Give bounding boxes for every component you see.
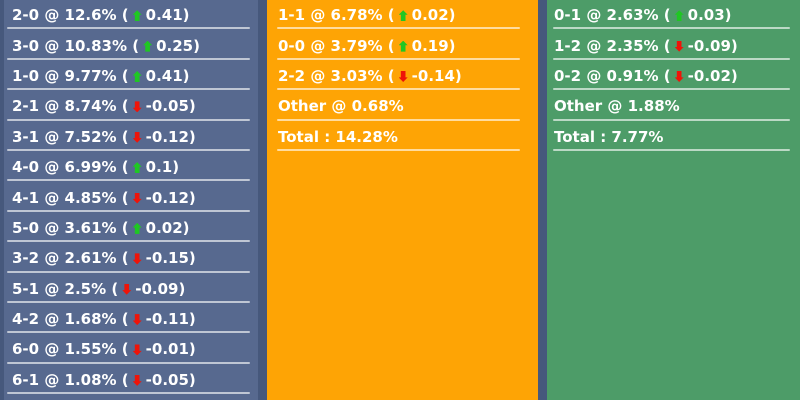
probability-change: 0.41) — [145, 66, 190, 85]
probability-change: 0.1) — [145, 158, 180, 177]
score-row: 4-1 @ 4.85% ( -0.12) — [4, 182, 258, 213]
score-row: 3-0 @ 10.83% ( 0.25) — [4, 30, 258, 61]
row-label: Other @ 0.68% — [278, 97, 404, 116]
score-row: 1-1 @ 6.78% ( 0.02) — [267, 0, 538, 30]
probability-change: -0.15) — [145, 249, 196, 268]
score-and-probability: 5-1 @ 2.5% ( — [12, 279, 119, 298]
score-row: 6-1 @ 1.08% ( -0.05) — [4, 365, 258, 395]
probability-change: -0.14) — [411, 66, 462, 85]
down-arrow-icon — [122, 283, 132, 295]
probability-change: -0.12) — [145, 188, 196, 207]
up-arrow-icon — [132, 162, 142, 174]
total-row: Total : 7.77% — [547, 122, 800, 152]
score-row: 2-0 @ 12.6% ( 0.41) — [4, 0, 258, 30]
up-arrow-icon — [132, 222, 142, 234]
score-and-probability: 5-0 @ 3.61% ( — [12, 218, 129, 237]
probability-change: 0.02) — [411, 6, 456, 25]
up-arrow-icon — [132, 10, 142, 22]
score-and-probability: 4-0 @ 6.99% ( — [12, 158, 129, 177]
down-arrow-icon — [132, 344, 142, 356]
probability-change: -0.01) — [145, 340, 196, 359]
probability-change: -0.02) — [687, 66, 738, 85]
score-and-probability: 2-0 @ 12.6% ( — [12, 6, 129, 25]
probability-change: -0.09) — [135, 279, 186, 298]
score-row: 4-2 @ 1.68% ( -0.11) — [4, 304, 258, 334]
score-and-probability: 2-2 @ 3.03% ( — [278, 66, 395, 85]
probability-change: 0.03) — [687, 6, 732, 25]
score-row: 1-2 @ 2.35% ( -0.09) — [547, 30, 800, 61]
probability-change: -0.11) — [145, 310, 196, 329]
score-and-probability: 3-1 @ 7.52% ( — [12, 127, 129, 146]
probability-change: 0.02) — [145, 218, 190, 237]
score-and-probability: 1-1 @ 6.78% ( — [278, 6, 395, 25]
down-arrow-icon — [398, 70, 408, 82]
score-and-probability: 2-1 @ 8.74% ( — [12, 97, 129, 116]
score-and-probability: 6-0 @ 1.55% ( — [12, 340, 129, 359]
score-and-probability: 1-2 @ 2.35% ( — [554, 36, 671, 55]
score-and-probability: 1-0 @ 9.77% ( — [12, 66, 129, 85]
probability-change: 0.41) — [145, 6, 190, 25]
score-and-probability: 0-1 @ 2.63% ( — [554, 6, 671, 25]
score-row: 2-1 @ 8.74% ( -0.05) — [4, 91, 258, 121]
down-arrow-icon — [132, 131, 142, 143]
down-arrow-icon — [132, 253, 142, 265]
score-and-probability: 3-0 @ 10.83% ( — [12, 36, 140, 55]
score-row: 4-0 @ 6.99% ( 0.1) — [4, 152, 258, 182]
row-label: Total : 14.28% — [278, 127, 398, 146]
home-scores-panel: 2-0 @ 12.6% ( 0.41) 3-0 @ 10.83% ( 0.25) 1-0… — [4, 0, 258, 400]
score-and-probability: 4-2 @ 1.68% ( — [12, 310, 129, 329]
score-and-probability: 6-1 @ 1.08% ( — [12, 370, 129, 389]
probability-change: 0.19) — [411, 36, 456, 55]
down-arrow-icon — [132, 374, 142, 386]
score-row: 5-0 @ 3.61% ( 0.02) — [4, 213, 258, 243]
up-arrow-icon — [398, 10, 408, 22]
down-arrow-icon — [132, 101, 142, 113]
score-row: 0-0 @ 3.79% ( 0.19) — [267, 30, 538, 61]
draw-scores-panel: 1-1 @ 6.78% ( 0.02) 0-0 @ 3.79% ( 0.19) 2-2 … — [267, 0, 538, 400]
probability-change: -0.09) — [687, 36, 738, 55]
score-row: 3-2 @ 2.61% ( -0.15) — [4, 243, 258, 273]
up-arrow-icon — [674, 10, 684, 22]
up-arrow-icon — [398, 40, 408, 52]
score-and-probability: 4-1 @ 4.85% ( — [12, 188, 129, 207]
row-label: Other @ 1.88% — [554, 97, 680, 116]
score-row: 5-1 @ 2.5% ( -0.09) — [4, 274, 258, 304]
up-arrow-icon — [143, 40, 153, 52]
away-scores-panel: 0-1 @ 2.63% ( 0.03) 1-2 @ 2.35% ( -0.09) 0-2… — [547, 0, 800, 400]
other-row: Other @ 1.88% — [547, 91, 800, 121]
down-arrow-icon — [674, 70, 684, 82]
total-row: Total : 14.28% — [267, 122, 538, 152]
probability-change: -0.12) — [145, 127, 196, 146]
up-arrow-icon — [132, 70, 142, 82]
probability-change: -0.05) — [145, 97, 196, 116]
probability-change: -0.05) — [145, 370, 196, 389]
score-row: 2-2 @ 3.03% ( -0.14) — [267, 61, 538, 91]
row-label: Total : 7.77% — [554, 127, 664, 146]
other-row: Other @ 0.68% — [267, 91, 538, 121]
down-arrow-icon — [132, 192, 142, 204]
score-and-probability: 0-0 @ 3.79% ( — [278, 36, 395, 55]
probability-change: 0.25) — [156, 36, 200, 55]
down-arrow-icon — [674, 40, 684, 52]
score-and-probability: 0-2 @ 0.91% ( — [554, 66, 671, 85]
score-row: 0-1 @ 2.63% ( 0.03) — [547, 0, 800, 30]
down-arrow-icon — [132, 314, 142, 326]
score-and-probability: 3-2 @ 2.61% ( — [12, 249, 129, 268]
score-row: 0-2 @ 0.91% ( -0.02) — [547, 61, 800, 91]
score-row: 1-0 @ 9.77% ( 0.41) — [4, 61, 258, 91]
score-row: 6-0 @ 1.55% ( -0.01) — [4, 334, 258, 365]
score-row: 3-1 @ 7.52% ( -0.12) — [4, 122, 258, 152]
